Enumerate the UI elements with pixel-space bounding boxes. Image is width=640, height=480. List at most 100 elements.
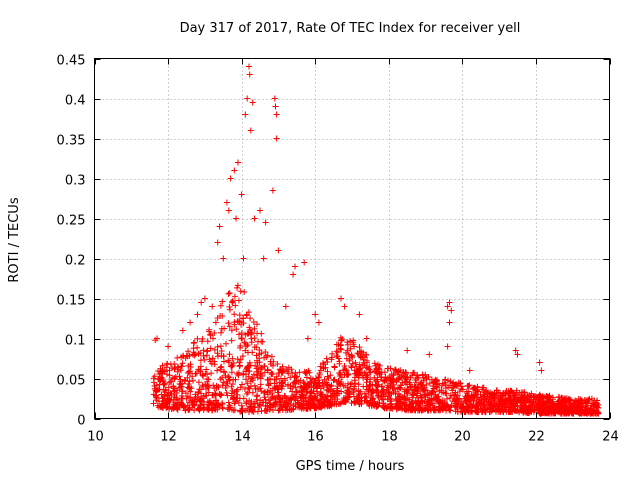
data-point [225,357,232,364]
data-point [333,401,340,408]
data-point [229,355,236,362]
data-point [187,319,194,326]
data-point [161,381,168,388]
data-point [196,397,203,404]
data-point [436,388,443,394]
data-point [159,362,166,369]
data-point [496,403,503,410]
plot-frame [94,58,610,419]
data-points [150,63,602,417]
data-point [257,375,264,382]
data-point [328,383,335,390]
data-point [224,406,231,413]
data-point [365,365,372,372]
data-point [290,271,297,278]
data-point [585,409,592,416]
data-point [363,352,370,358]
data-point [452,391,459,398]
data-point [366,366,373,373]
data-point [512,347,519,354]
data-point [301,259,308,266]
data-point [239,353,246,360]
data-point [424,387,430,394]
data-point [209,406,216,413]
data-point [199,372,206,378]
data-point [164,360,171,367]
data-point [394,393,401,400]
data-point [371,402,378,409]
data-point [228,390,235,397]
data-point [219,298,226,305]
data-point [185,368,192,375]
data-point [261,407,268,414]
data-point [227,306,233,313]
data-point [566,410,573,417]
data-point [331,363,338,370]
data-point [524,409,531,416]
data-point [491,394,498,401]
data-point [301,395,308,402]
data-point [191,407,198,414]
data-point [392,388,399,395]
data-point [243,400,250,407]
data-point [224,380,231,387]
data-point [576,410,583,417]
data-point [269,394,275,401]
data-point [292,384,299,391]
data-point [219,382,226,389]
data-point [232,376,239,383]
data-point [185,407,192,413]
data-point [325,398,331,405]
data-point [156,398,162,405]
data-point [215,384,222,391]
data-point [434,384,441,391]
data-point [323,355,330,362]
data-point [513,387,520,394]
data-point [369,381,376,388]
data-point [218,329,224,336]
data-point [432,378,439,385]
data-point [292,403,299,410]
data-point [423,405,430,412]
x-axis-label: GPS time / hours [296,459,405,474]
data-point [212,319,219,326]
data-point [545,410,552,417]
data-point [422,392,429,399]
data-point [197,350,204,356]
data-point [291,373,298,380]
data-point [299,388,306,395]
data-point [211,361,218,368]
data-point [570,400,577,407]
x-tick-label: 22 [528,430,545,445]
data-point [226,323,233,330]
data-point [508,388,515,394]
data-point [214,350,221,357]
data-point [285,400,292,406]
data-point [351,399,358,406]
data-point [376,399,383,406]
data-point [431,407,438,414]
data-point [254,357,260,364]
data-point [297,383,304,390]
y-axis-label: ROTI / TECUs [7,197,22,282]
data-point [347,338,353,345]
data-point [380,396,387,403]
data-point [194,393,201,400]
data-point [333,352,340,359]
data-point [363,383,370,390]
data-point [520,394,526,401]
data-point [281,375,288,382]
data-point [453,404,460,411]
x-tick-label: 10 [87,430,104,445]
data-point [520,401,527,408]
data-point [273,111,280,118]
data-point [275,392,282,399]
data-point [214,367,221,374]
data-point [276,379,283,386]
data-point [240,315,247,322]
data-point [292,394,299,401]
data-point [203,386,210,392]
data-point [186,385,193,392]
data-point [272,103,279,110]
data-point [348,352,355,359]
